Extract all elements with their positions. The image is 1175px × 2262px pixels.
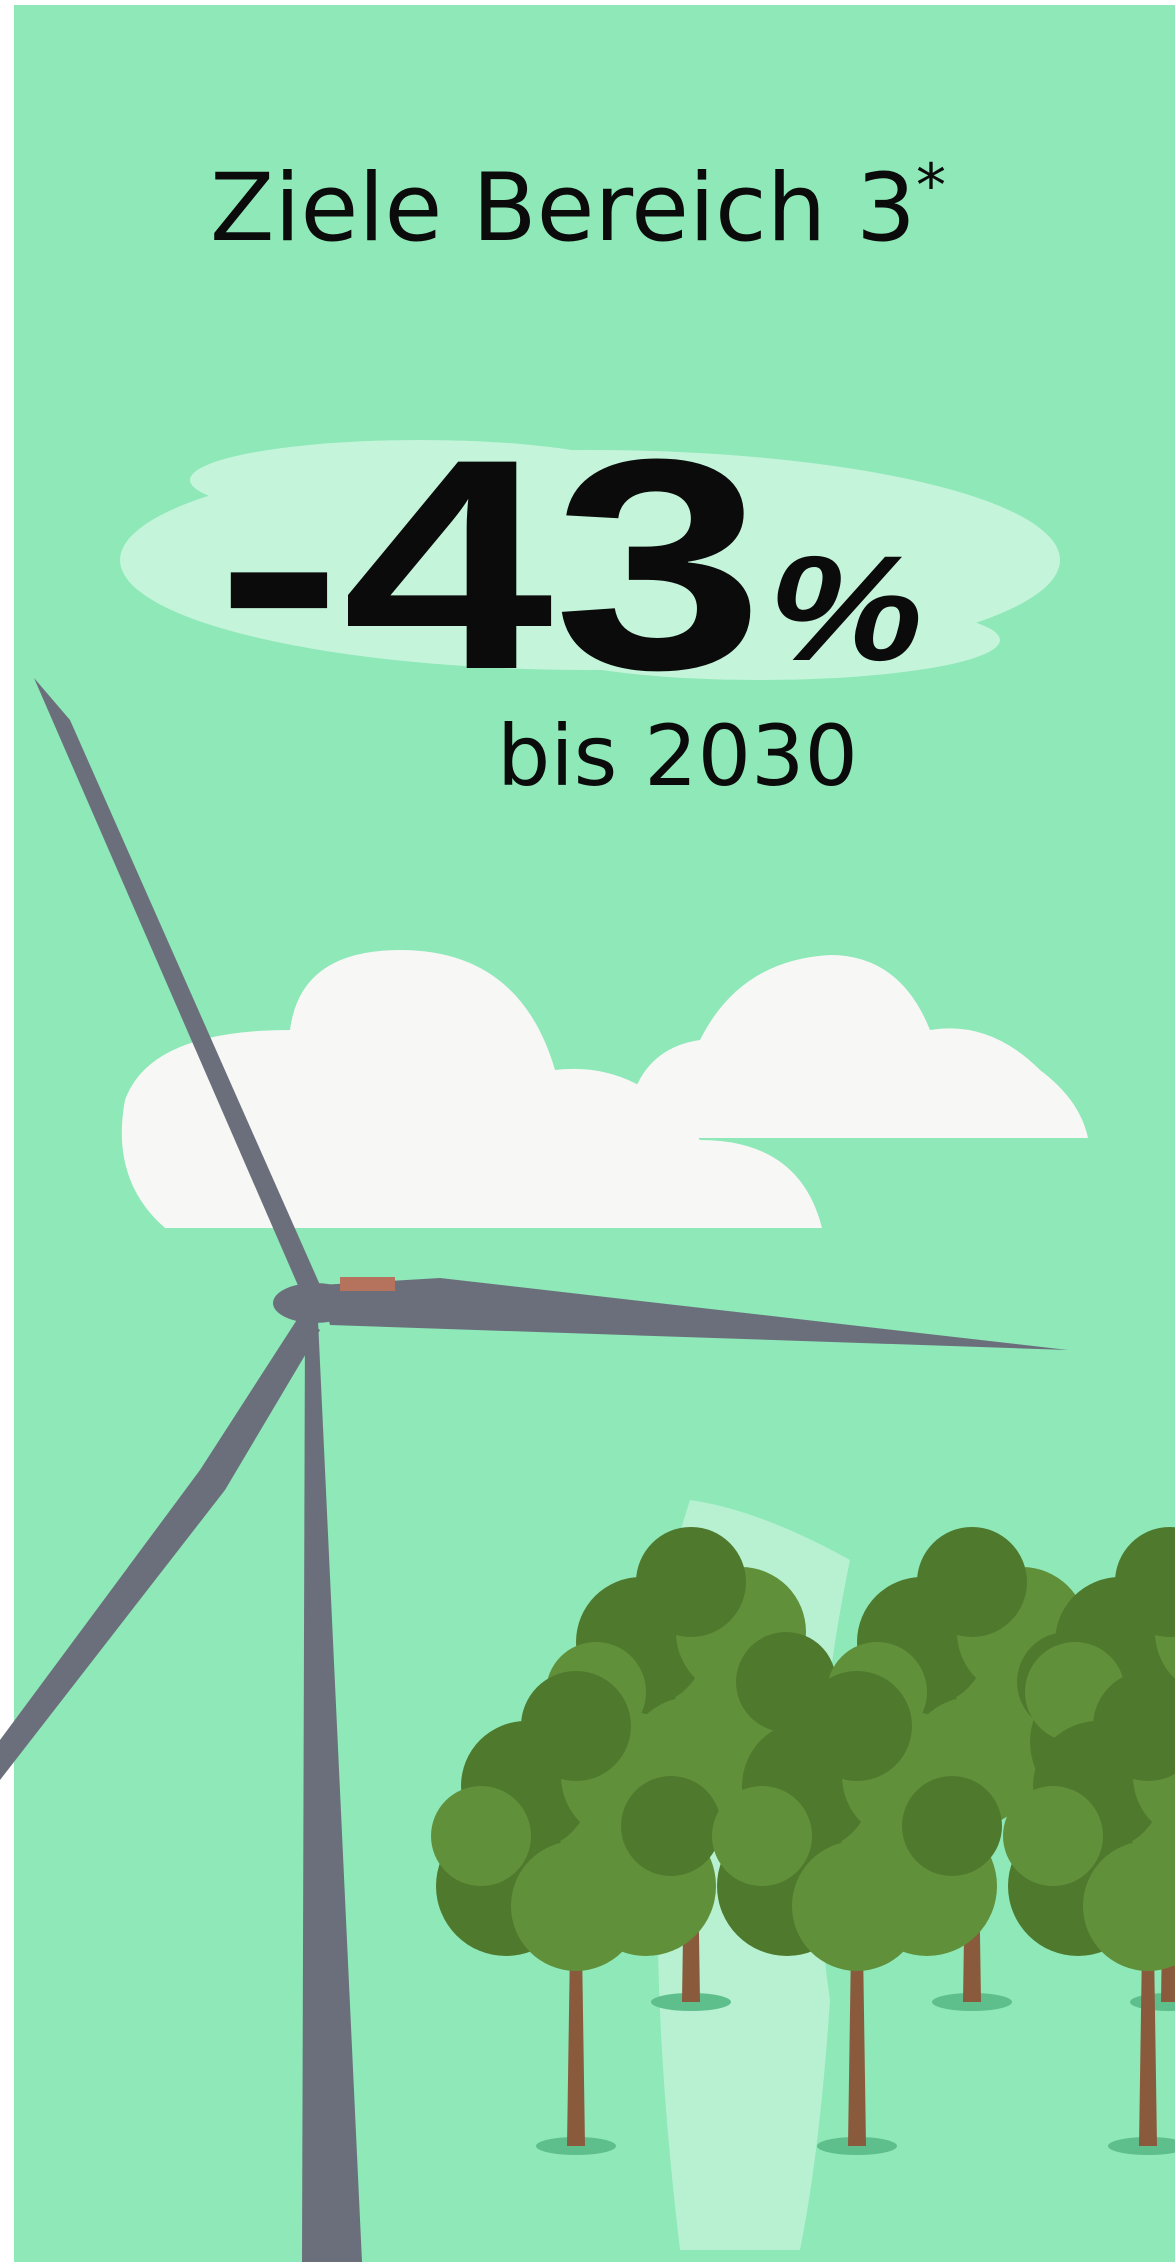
figure: -43 bbox=[216, 396, 764, 732]
tree-crown bbox=[636, 1527, 746, 1637]
tree-crown bbox=[917, 1527, 1027, 1637]
page: Ziele Bereich 3* -43 % bis 2030 (() => {… bbox=[0, 0, 1175, 2262]
subtitle: bis 2030 bbox=[497, 707, 858, 805]
tree-trunk bbox=[567, 1946, 585, 2146]
title: Ziele Bereich 3* bbox=[210, 151, 946, 263]
tree-trunk bbox=[848, 1946, 866, 2146]
infographic: Ziele Bereich 3* -43 % bis 2030 bbox=[0, 0, 1175, 2262]
tree-crown bbox=[431, 1786, 531, 1886]
tree-crown bbox=[902, 1776, 1002, 1876]
title-mark: * bbox=[916, 151, 946, 221]
tree-crown bbox=[712, 1786, 812, 1886]
tree-crown bbox=[792, 1841, 922, 1971]
tree-trunk bbox=[1139, 1946, 1157, 2146]
turbine-nacelle bbox=[340, 1277, 395, 1291]
tree-crown bbox=[621, 1776, 721, 1876]
tree-crown bbox=[1003, 1786, 1103, 1886]
tree-crown bbox=[511, 1841, 641, 1971]
tree-crown bbox=[521, 1671, 631, 1781]
figure-unit: % bbox=[768, 524, 923, 692]
tree-crown bbox=[802, 1671, 912, 1781]
title-text: Ziele Bereich 3 bbox=[210, 154, 916, 263]
